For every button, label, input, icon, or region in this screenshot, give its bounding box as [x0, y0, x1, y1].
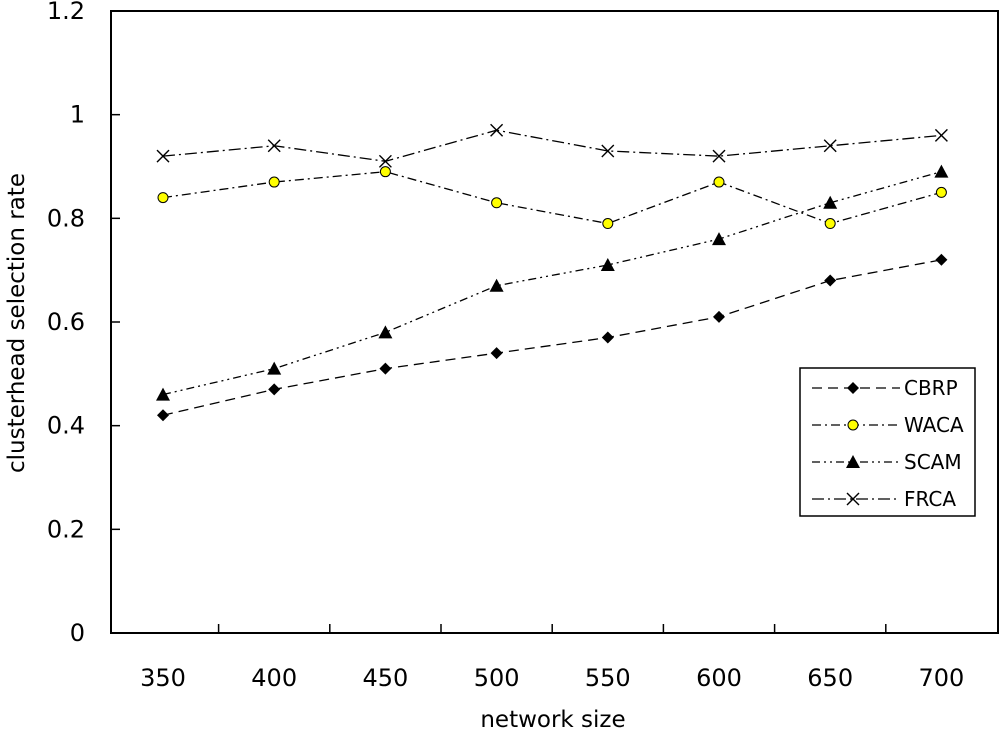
x-tick-label: 700 — [918, 664, 964, 692]
legend-entry-waca: WACA — [812, 413, 964, 437]
series-line-scam — [162, 171, 942, 396]
data-point-cbrp — [601, 331, 614, 344]
data-point-scam — [712, 232, 726, 246]
data-point-scam — [156, 387, 170, 401]
data-point-scam — [489, 278, 504, 292]
data-point-scam — [823, 195, 838, 209]
data-point-waca — [491, 197, 503, 209]
y-axis-title: clusterhead selection rate — [4, 173, 30, 473]
data-point-frca — [156, 149, 170, 163]
y-tick-label: 0.4 — [47, 412, 85, 440]
data-point-frca — [490, 123, 504, 137]
data-point-waca — [935, 186, 947, 198]
x-tick-label: 350 — [140, 664, 186, 692]
legend-label: SCAM — [904, 450, 962, 474]
x-tick-label: 500 — [474, 664, 520, 692]
series-waca — [157, 166, 947, 230]
data-point-scam — [378, 325, 393, 339]
data-point-waca — [824, 218, 836, 230]
legend-marker — [846, 455, 860, 468]
series-line-cbrp — [162, 259, 942, 416]
x-tick-label: 600 — [696, 664, 742, 692]
legend-marker — [847, 382, 859, 394]
data-point-cbrp — [935, 253, 948, 266]
data-point-cbrp — [268, 383, 281, 396]
x-tick-label: 650 — [807, 664, 853, 692]
legend-marker — [847, 419, 859, 431]
y-tick-label: 0.6 — [47, 308, 85, 336]
data-point-frca — [823, 139, 837, 153]
x-tick-label: 400 — [251, 664, 297, 692]
x-marker-stroke — [378, 154, 392, 168]
data-point-cbrp — [490, 347, 503, 360]
x-marker-stroke — [846, 492, 860, 506]
data-point-frca — [601, 144, 615, 158]
x-marker-stroke — [823, 139, 837, 153]
data-point-cbrp — [713, 310, 725, 323]
data-point-waca — [268, 176, 280, 188]
x-marker-stroke — [934, 128, 948, 142]
data-point-frca — [934, 128, 948, 142]
x-tick-label: 550 — [585, 664, 631, 692]
legend-box — [799, 367, 976, 517]
legend-label: FRCA — [904, 487, 956, 511]
legend-label: WACA — [904, 413, 964, 437]
data-point-cbrp — [824, 274, 837, 287]
series-group — [156, 123, 949, 422]
series-scam — [156, 164, 949, 401]
legend-entry-frca: FRCA — [812, 487, 956, 511]
legend-marker — [846, 492, 860, 506]
y-tick-label: 0.8 — [47, 204, 85, 232]
data-point-waca — [602, 218, 614, 230]
plot-frame — [110, 10, 999, 634]
data-point-cbrp — [379, 362, 392, 375]
legend: CBRP WACA SCAM FRCA — [799, 367, 976, 517]
y-tick-label: 0 — [70, 619, 85, 647]
series-line-waca — [162, 171, 942, 225]
data-point-scam — [267, 361, 282, 375]
x-marker-stroke — [712, 149, 726, 163]
x-tick-label: 450 — [362, 664, 408, 692]
x-marker-stroke — [267, 139, 281, 153]
data-point-frca — [267, 139, 281, 153]
data-point-frca — [378, 154, 392, 168]
data-point-waca — [713, 176, 725, 188]
data-point-cbrp — [157, 409, 169, 422]
axes: 0 0.2 0.4 0.6 0.8 1 1.2 350 400 450 500 550 600 650 70… — [47, 0, 964, 692]
x-marker-stroke — [490, 123, 504, 137]
legend-entry-scam: SCAM — [812, 450, 962, 474]
data-point-scam — [600, 257, 615, 271]
data-point-waca — [379, 166, 391, 178]
x-axis-title: network size — [480, 707, 625, 733]
x-marker-stroke — [601, 144, 615, 158]
series-frca — [156, 123, 948, 168]
legend-label: CBRP — [904, 376, 958, 400]
data-point-frca — [712, 149, 726, 163]
legend-entry-cbrp: CBRP — [812, 376, 958, 400]
series-cbrp — [157, 253, 948, 422]
x-marker-stroke — [156, 149, 170, 163]
y-tick-label: 0.2 — [47, 515, 85, 543]
y-tick-label: 1 — [70, 101, 85, 129]
data-point-waca — [157, 192, 169, 204]
data-point-scam — [934, 164, 949, 178]
y-tick-label: 1.2 — [47, 0, 85, 25]
plot-area — [110, 10, 999, 634]
